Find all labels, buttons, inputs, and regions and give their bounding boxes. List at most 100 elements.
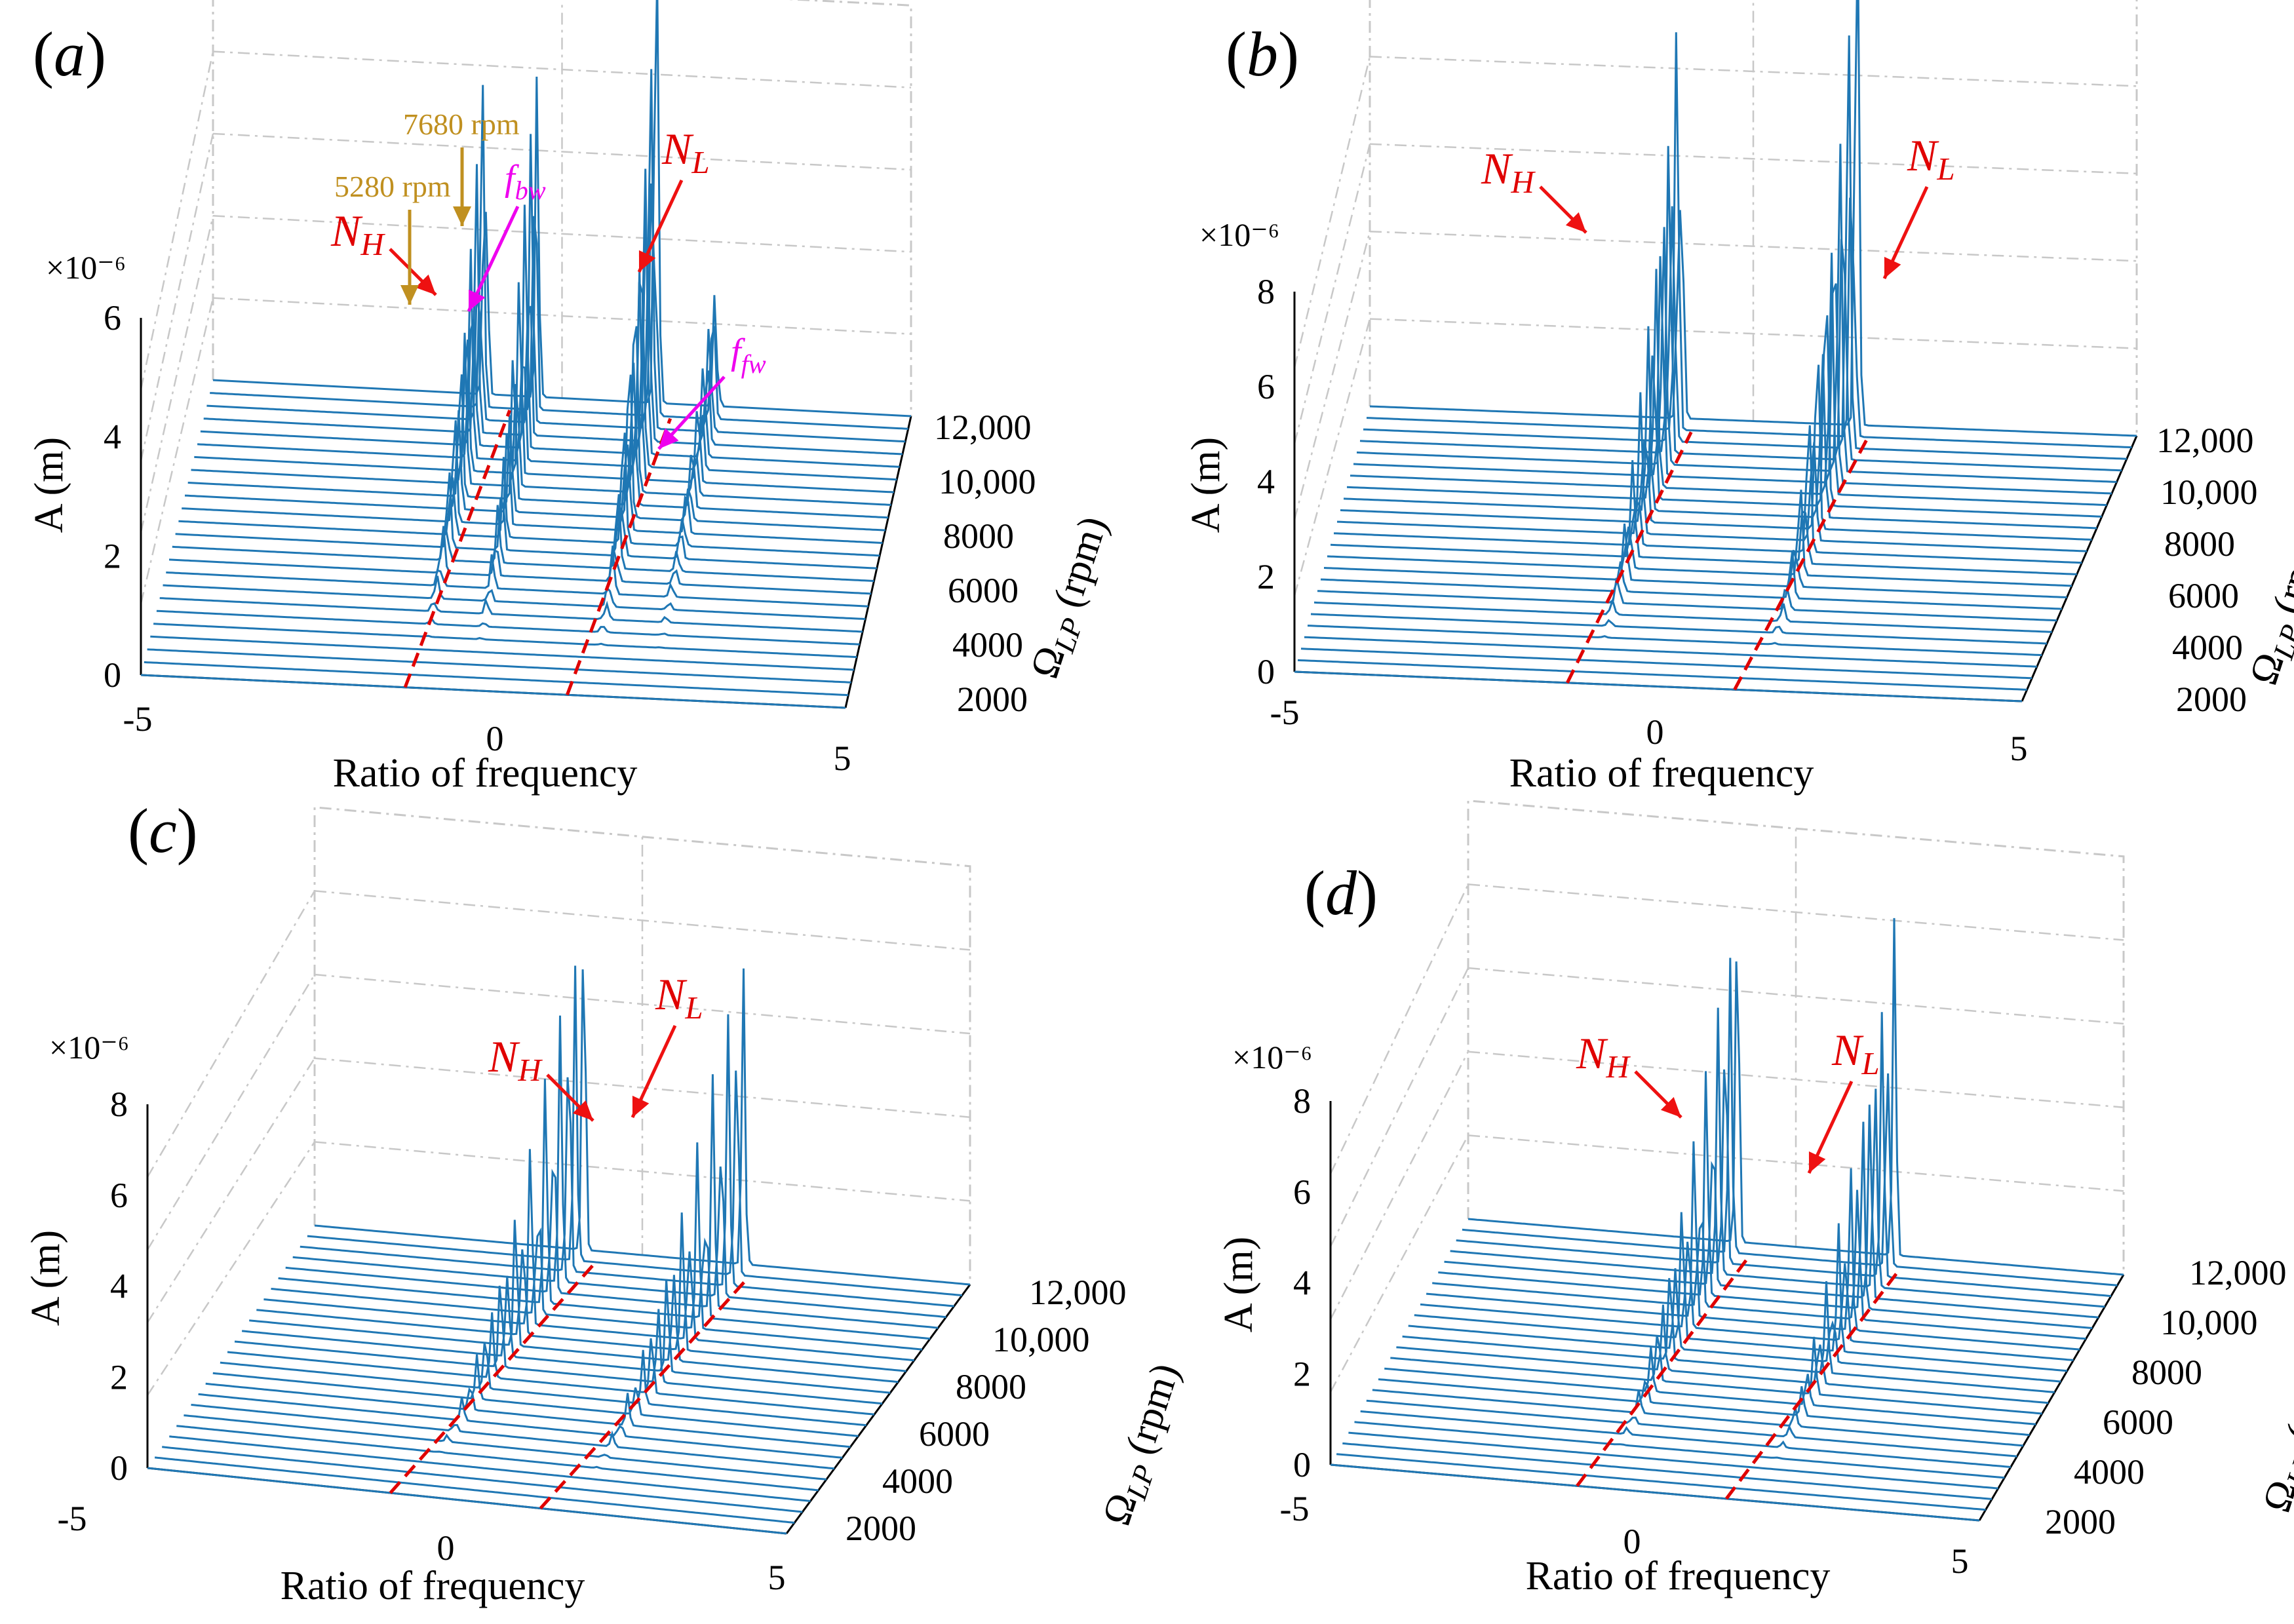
panel-d-NL-dashed-line [1724, 1267, 1902, 1500]
panel-c-NL-arrow-head [632, 1095, 650, 1117]
panel-a-NL-label-base: N [661, 124, 694, 174]
panel-b-trace-line [1350, 252, 2107, 507]
panel-c-trace-line [212, 1354, 859, 1437]
panel-d-x-tick: 0 [1623, 1522, 1641, 1561]
panel-c-trace-line [147, 1467, 787, 1535]
panel-b-trace-line [1310, 613, 2048, 645]
panel-c-trace-line [249, 1220, 899, 1383]
panel-a-trace-line [140, 674, 846, 709]
panel-c-NL-dashed-line [539, 1276, 750, 1510]
panel-c-trace-line [220, 1342, 866, 1427]
panel-a-trace-line [147, 648, 851, 684]
panel-c-trace-line [314, 968, 971, 1286]
panel-a-fbw-label: fbw [505, 158, 546, 205]
panel-a-trace-line [210, 85, 908, 430]
panel-d-trace-line [1378, 1378, 2030, 1437]
panel-b-y-title: A (m) [1184, 437, 1228, 533]
panel-b-x-tick: -5 [1270, 693, 1300, 732]
panel-c-x-tick: -5 [58, 1499, 87, 1538]
panel-a-z-title-part: (rpm) [1042, 511, 1116, 623]
panel-d-z-tick: 8000 [2131, 1353, 2202, 1392]
panel-d-z-tick: 2000 [2045, 1502, 2116, 1541]
panel-c-NH-dashed-line [389, 1262, 596, 1494]
panel-d-x-title: Ratio of frequency [1526, 1554, 1831, 1598]
panel-b-x-tick: 5 [2010, 729, 2028, 768]
panel-c-z-title: ΩLP (rpm) [1094, 1358, 1193, 1532]
panel-c-z-axis [785, 1284, 971, 1534]
panel-b-z-tick: 12,000 [2156, 421, 2254, 460]
panel-d-trace-line [1384, 1347, 2036, 1425]
panel-c-NL-label-base: N [655, 969, 688, 1019]
panel-b-trace-line [1323, 523, 2067, 598]
panel-d-trace-line [1336, 1453, 1986, 1511]
panel-b-trace-line [1327, 490, 2072, 587]
panel-b-grid-side [1293, 319, 1371, 596]
panel-b-grid-h [1369, 143, 2137, 175]
panel-d-y-title: A (m) [1216, 1237, 1261, 1332]
panel-b-z-tick: 8000 [2164, 524, 2235, 564]
panel-c-z-title-part: (rpm) [1114, 1358, 1188, 1469]
panel-c-trace-line [278, 1079, 931, 1340]
panel-a-z-axis [844, 416, 912, 708]
panel-d-y-tick: 2 [1293, 1354, 1311, 1393]
panel-c-label-part: ) [177, 796, 198, 866]
panel-d-trace-line [1468, 918, 2124, 1276]
panel-c-NH-label-sub: H [517, 1052, 543, 1088]
panel-d-z-axis [1978, 1274, 2125, 1521]
panel-c-trace-line [292, 1015, 946, 1319]
panel-c-trace-line [176, 1425, 819, 1492]
panel-c-traces [147, 965, 971, 1535]
panel-c-grid-side [146, 1058, 316, 1323]
panel-b-scale-note: ×10⁻⁶ [1199, 216, 1279, 253]
panel-d-grid-side [1329, 1134, 1469, 1393]
panel-d-trace-line [1420, 1241, 2074, 1361]
panel-c-x-tick: 5 [768, 1558, 786, 1597]
panel-b-NL-arrow-head [1884, 256, 1901, 279]
panel-d-trace-line [1348, 1431, 1998, 1490]
panel-a-rpm1-arrow-head [453, 206, 471, 226]
panel-a-NH-dashed-line [403, 410, 512, 688]
panel-d-trace-line [1402, 1278, 2055, 1393]
panel-b-x-title: Ratio of frequency [1509, 751, 1814, 796]
panel-a-y-tick: 2 [104, 536, 121, 575]
panel-c-z-tick: 4000 [882, 1461, 953, 1501]
panel-c-trace-line [300, 1014, 954, 1307]
panel-a-z-tick: 10,000 [939, 462, 1036, 501]
panel-c-trace-line [198, 1393, 843, 1459]
panel-c-trace-line [241, 1275, 891, 1394]
panel-d-back-frame [1467, 800, 2125, 1275]
panel-b-NH-label-sub: H [1510, 164, 1536, 200]
panel-d-z-tick: 6000 [2103, 1402, 2173, 1442]
panel-b-z-tick: 2000 [2176, 680, 2247, 719]
panel-d-trace-line [1354, 1421, 2005, 1479]
panel-d-trace-line [1366, 1399, 2017, 1458]
panel-c-trace-line [285, 1074, 939, 1329]
panel-a-rpm2-arrow-head [400, 285, 419, 305]
panel-a-y-title: A (m) [27, 437, 71, 533]
panel-b-grid-h [1369, 318, 2137, 349]
panel-c-grid-side [146, 890, 316, 1178]
panel-d-label: (d) [1304, 858, 1378, 928]
panel-a-trace-line [163, 575, 866, 621]
panel-a-trace-line [184, 374, 885, 532]
panel-d-grid-side [1329, 883, 1469, 1174]
panel-b-trace-line [1297, 659, 2027, 691]
panel-a-z-tick: 8000 [943, 516, 1014, 556]
panel-b-NH-label: NH [1481, 144, 1536, 200]
panel-d-NH-arrow-head [1660, 1096, 1681, 1117]
panel-a-grid-h [212, 132, 912, 171]
panel-c-trace-line [205, 1382, 851, 1448]
panel-a-trace-line [200, 168, 900, 468]
panel-b-NL-label-base: N [1907, 130, 1939, 180]
panel-a-NL-label-sub: L [691, 144, 709, 180]
panel-d-trace-line [1450, 1007, 2105, 1308]
panel-d-y-tick: 6 [1293, 1172, 1311, 1212]
panel-d-NL-label: NL [1831, 1025, 1880, 1081]
panel-d-NH-dashed-line [1576, 1254, 1751, 1487]
panel-b-back-frame [1369, 0, 2138, 436]
panel-b-label-part: ) [1278, 19, 1299, 89]
panel-d-grid-side [1329, 1051, 1469, 1320]
panel-a-traces [140, 0, 912, 709]
panel-b-trace-line [1307, 625, 2042, 657]
panel-a-label-part: a [54, 19, 85, 89]
